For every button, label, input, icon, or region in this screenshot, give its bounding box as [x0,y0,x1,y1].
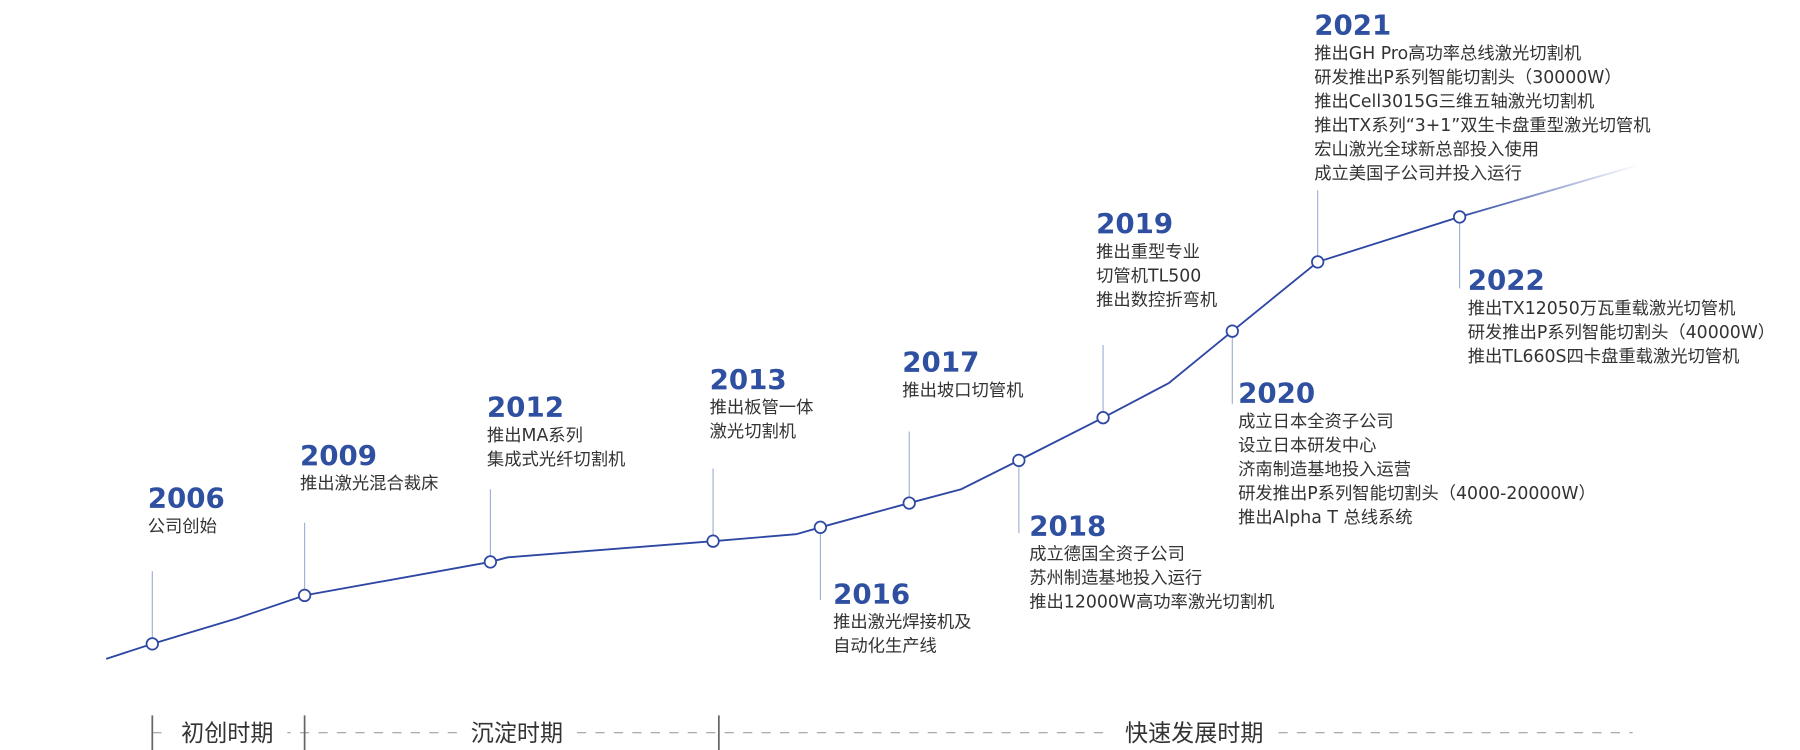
event-item: 推出数控折弯机 [1096,290,1217,310]
period-label: 沉淀时期 [471,721,563,747]
event-year: 2022 [1468,264,1545,297]
event-item: 研发推出P系列智能切割头（40000W） [1468,323,1775,343]
event-item: 成立美国子公司并投入运行 [1314,164,1522,184]
event-item: 成立日本全资子公司 [1238,412,1394,432]
event-item: 集成式光纤切割机 [487,450,625,470]
event-year: 2012 [487,391,564,424]
event-item: 推出TX系列“3+1”双生卡盘重型激光切管机 [1314,116,1650,136]
event-year: 2006 [148,482,225,515]
node [706,534,720,548]
event-item: 推出板管一体 [710,398,814,418]
event-year: 2021 [1314,9,1391,42]
period-bg [167,715,288,750]
event-item: 激光切割机 [710,422,796,442]
event-item: 成立德国全资子公司 [1029,545,1185,565]
event-item: 推出激光焊接机及 [833,613,971,633]
event-item: 推出GH Pro高功率总线激光切割机 [1314,44,1581,64]
event-item: 苏州制造基地投入运行 [1029,569,1202,589]
event-item: 公司创始 [148,517,217,537]
event-item: 推出12000W高功率激光切割机 [1029,593,1274,613]
event-item: 研发推出P系列智能切割头（30000W） [1314,68,1621,88]
node [1452,210,1467,224]
period-label: 初创时期 [181,721,273,747]
event-item: 宏山激光全球新总部投入使用 [1314,139,1539,160]
event-year: 2013 [710,363,787,396]
event-item: 自动化生产线 [833,637,937,657]
event-item: 济南制造基地投入运营 [1238,460,1411,480]
timeline-tail [1459,164,1639,218]
event-year: 2020 [1238,377,1315,410]
event-year: 2009 [300,439,377,472]
event-year: 2016 [833,577,910,610]
node [1225,324,1239,338]
event-item: 推出坡口切管机 [902,381,1023,401]
event-item: 设立日本研发中心 [1238,436,1376,456]
event-item: 研发推出P系列智能切割头（4000-20000W） [1238,484,1596,504]
node [1012,453,1026,468]
node [1311,255,1325,269]
event-year: 2017 [902,346,979,379]
event-item: 切管机TL500 [1096,266,1201,286]
node [483,555,498,569]
node [902,496,916,510]
period-bg [456,715,577,750]
event-item: 推出TX12050万瓦重载激光切管机 [1468,299,1736,319]
node [145,637,159,651]
event-item: 推出MA系列 [487,426,583,446]
node [1096,411,1110,425]
event-item: 推出重型专业 [1096,242,1200,262]
event-year: 2019 [1096,207,1173,240]
event-item: 推出激光混合裁床 [300,474,438,494]
period-bg [1111,715,1278,750]
event-item: 推出Alpha T 总线系统 [1238,508,1413,528]
event-year: 2018 [1029,509,1106,542]
period-label: 快速发展时期 [1125,721,1263,747]
node [813,520,828,534]
node [297,588,312,603]
event-item: 推出TL660S四卡盘重载激光切管机 [1468,347,1740,367]
event-item: 推出Cell3015G三维五轴激光切割机 [1314,92,1594,112]
